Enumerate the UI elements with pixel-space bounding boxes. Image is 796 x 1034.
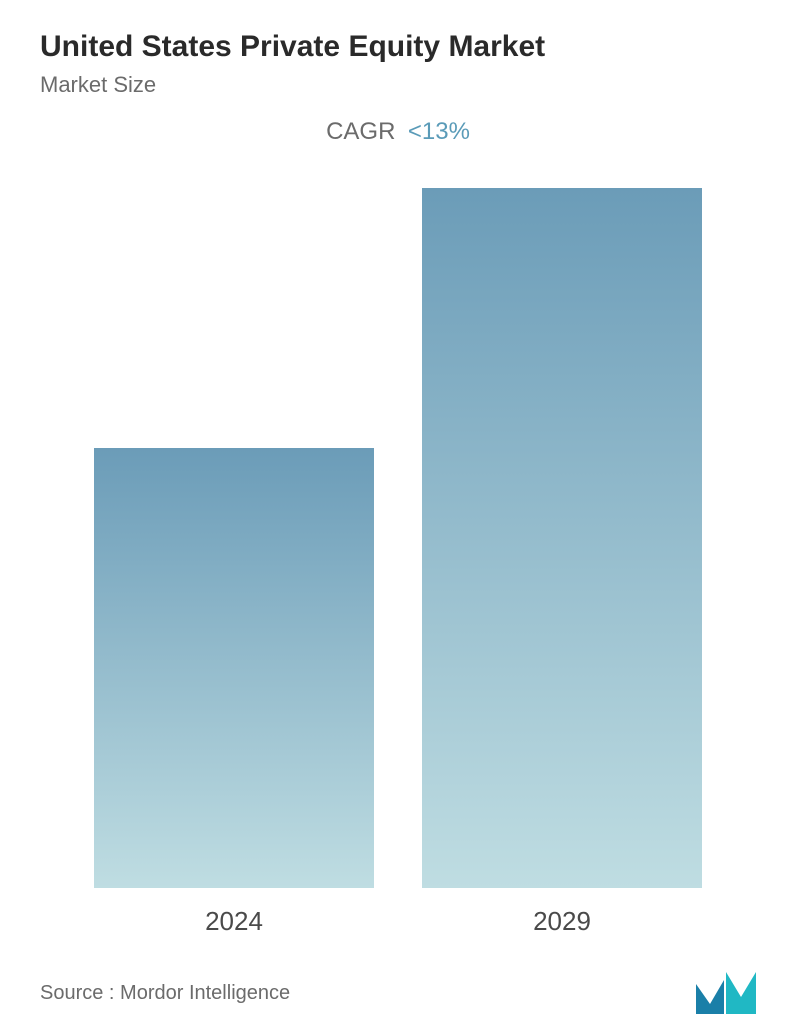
source-text: Source : Mordor Intelligence — [40, 982, 290, 1005]
chart-area: 2024 2029 — [40, 156, 756, 967]
bar-label-1: 2029 — [533, 906, 591, 937]
chart-title: United States Private Equity Market — [40, 30, 756, 64]
cagr-value: <13% — [408, 118, 470, 145]
chart-footer: Source : Mordor Intelligence — [40, 967, 756, 1014]
bar-group-0: 2024 — [94, 448, 374, 967]
mordor-logo-icon — [696, 972, 756, 1014]
cagr-label: CAGR — [326, 118, 395, 145]
chart-subtitle: Market Size — [40, 72, 756, 98]
chart-container: United States Private Equity Market Mark… — [0, 0, 796, 1034]
bar-group-1: 2029 — [422, 188, 702, 967]
bar-1 — [422, 188, 702, 888]
bar-label-0: 2024 — [205, 906, 263, 937]
cagr-row: CAGR <13% — [40, 118, 756, 146]
bar-0 — [94, 448, 374, 888]
